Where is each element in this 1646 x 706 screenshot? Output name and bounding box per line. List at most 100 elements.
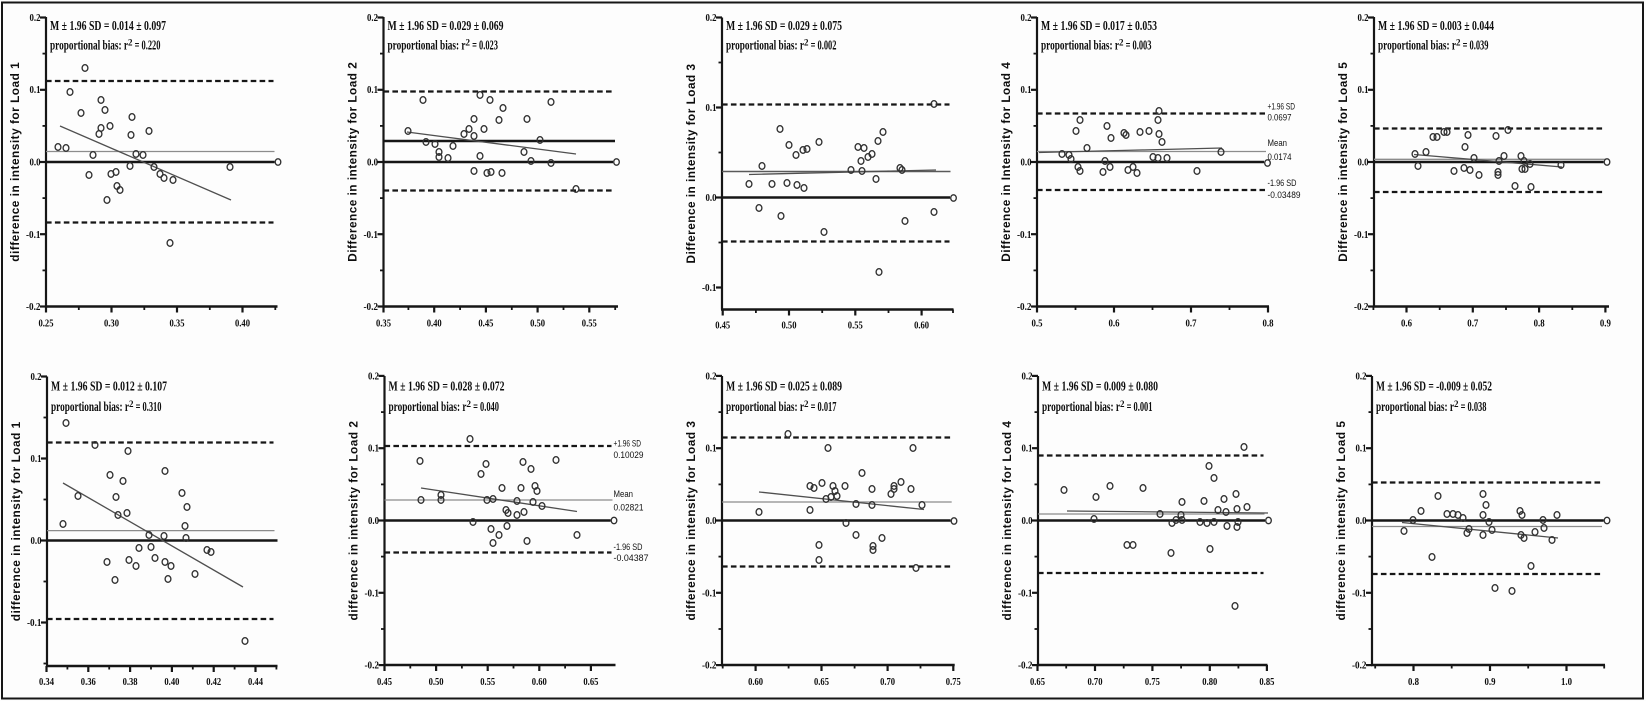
- svg-text:proportional bias: r2 = 0.003: proportional bias: r2 = 0.003: [1041, 38, 1152, 53]
- svg-text:0.75: 0.75: [946, 676, 961, 688]
- svg-text:-0.2: -0.2: [365, 660, 380, 672]
- svg-text:0.75: 0.75: [1145, 676, 1160, 688]
- svg-text:0.36: 0.36: [81, 676, 96, 688]
- svg-text:0.85: 0.85: [1259, 676, 1274, 688]
- svg-text:M ± 1.96 SD = 0.029 ± 0.075: M ± 1.96 SD = 0.029 ± 0.075: [726, 18, 842, 33]
- svg-text:0.50: 0.50: [429, 676, 444, 688]
- svg-text:difference in intensity for Lo: difference in intensity for Load 1: [9, 421, 23, 621]
- svg-text:-0.2: -0.2: [1018, 660, 1033, 672]
- svg-text:0.38: 0.38: [123, 676, 138, 688]
- svg-text:0.2: 0.2: [368, 370, 379, 382]
- svg-text:-0.1: -0.1: [27, 617, 42, 629]
- svg-text:0.60: 0.60: [914, 320, 929, 332]
- svg-text:difference in intensity for Lo: difference in intensity for Load 3: [684, 421, 698, 621]
- svg-text:difference in intensity for Lo: difference in intensity for Load 2: [347, 421, 361, 621]
- svg-text:M ± 1.96 SD = 0.003 ± 0.044: M ± 1.96 SD = 0.003 ± 0.044: [1378, 18, 1494, 33]
- svg-text:1.0: 1.0: [1561, 676, 1572, 688]
- svg-text:0.0: 0.0: [706, 515, 717, 527]
- svg-text:0.5: 0.5: [1032, 318, 1043, 330]
- svg-text:0.7: 0.7: [1186, 318, 1197, 330]
- svg-text:0.42: 0.42: [206, 676, 221, 688]
- svg-text:0.9: 0.9: [1600, 318, 1611, 330]
- svg-text:0.6: 0.6: [1401, 318, 1412, 330]
- svg-text:0.1: 0.1: [31, 453, 42, 465]
- svg-text:Difference in intensity for Lo: Difference in intensity for Load 2: [346, 62, 360, 262]
- svg-text:0.70: 0.70: [880, 676, 895, 688]
- svg-text:-0.1: -0.1: [702, 282, 717, 294]
- svg-text:-0.1: -0.1: [365, 587, 380, 599]
- svg-text:0.0: 0.0: [31, 535, 42, 547]
- svg-text:-1.96 SD: -1.96 SD: [1268, 178, 1297, 188]
- svg-text:0.0174: 0.0174: [1268, 152, 1292, 162]
- svg-text:0.34: 0.34: [39, 676, 54, 688]
- svg-text:0.2: 0.2: [367, 12, 378, 24]
- svg-text:Difference in intensity for Lo: Difference in intensity for Load 3: [684, 64, 698, 264]
- svg-text:0.8: 0.8: [1534, 318, 1545, 330]
- svg-text:0.1: 0.1: [367, 84, 378, 96]
- svg-text:0.0: 0.0: [1356, 515, 1367, 527]
- svg-text:-0.2: -0.2: [702, 660, 717, 672]
- svg-text:0.65: 0.65: [1030, 676, 1045, 688]
- svg-text:-0.1: -0.1: [26, 229, 41, 241]
- svg-text:Mean: Mean: [1268, 138, 1288, 148]
- svg-text:-0.04387: -0.04387: [614, 553, 649, 563]
- svg-text:0.2: 0.2: [31, 371, 42, 383]
- svg-text:proportional bias: r2 = 0.017: proportional bias: r2 = 0.017: [726, 399, 837, 414]
- svg-text:M ± 1.96 SD = 0.029 ± 0.069: M ± 1.96 SD = 0.029 ± 0.069: [388, 18, 504, 33]
- svg-text:-1.96 SD: -1.96 SD: [614, 542, 643, 552]
- svg-text:proportional bias: r2 = 0.039: proportional bias: r2 = 0.039: [1378, 38, 1489, 53]
- svg-text:difference in intensity for Lo: difference in intensity for Load 1: [8, 62, 22, 262]
- svg-text:0.65: 0.65: [814, 676, 829, 688]
- svg-text:0.1: 0.1: [706, 102, 717, 114]
- svg-text:0.45: 0.45: [478, 318, 493, 330]
- svg-text:0.70: 0.70: [1088, 676, 1103, 688]
- svg-text:0.2: 0.2: [706, 12, 717, 24]
- svg-text:M ± 1.96 SD = 0.017 ± 0.053: M ± 1.96 SD = 0.017 ± 0.053: [1041, 18, 1157, 33]
- svg-text:-0.2: -0.2: [1017, 301, 1032, 313]
- svg-text:proportional bias: r2 = 0.001: proportional bias: r2 = 0.001: [1042, 399, 1153, 414]
- svg-text:0.44: 0.44: [248, 676, 263, 688]
- svg-text:0.8: 0.8: [1263, 318, 1274, 330]
- svg-text:0.1: 0.1: [368, 443, 379, 455]
- svg-text:proportional bias: r2 = 0.002: proportional bias: r2 = 0.002: [726, 38, 837, 53]
- svg-text:difference in intensity for Lo: difference in intensity for Load 4: [1000, 421, 1014, 621]
- svg-text:proportional bias: r2 = 0.310: proportional bias: r2 = 0.310: [51, 399, 162, 414]
- svg-text:-0.1: -0.1: [1017, 229, 1032, 241]
- svg-text:0.2: 0.2: [1022, 370, 1033, 382]
- svg-text:M ± 1.96 SD = 0.009 ± 0.080: M ± 1.96 SD = 0.009 ± 0.080: [1042, 379, 1158, 394]
- svg-text:0.2: 0.2: [706, 370, 717, 382]
- svg-text:0.40: 0.40: [164, 676, 179, 688]
- svg-text:0.55: 0.55: [848, 320, 863, 332]
- svg-text:0.80: 0.80: [1202, 676, 1217, 688]
- svg-text:0.35: 0.35: [376, 318, 391, 330]
- svg-text:-0.03489: -0.03489: [1268, 190, 1301, 200]
- svg-text:-0.1: -0.1: [702, 587, 717, 599]
- svg-text:0.60: 0.60: [748, 676, 763, 688]
- svg-text:difference in intensity for Lo: difference in intensity for Load 5: [1334, 421, 1348, 621]
- svg-text:0.1: 0.1: [706, 443, 717, 455]
- svg-text:0.45: 0.45: [715, 320, 730, 332]
- svg-text:0.02821: 0.02821: [614, 503, 644, 513]
- svg-text:0.1: 0.1: [30, 84, 41, 96]
- svg-text:0.1: 0.1: [1356, 443, 1367, 455]
- svg-text:0.55: 0.55: [582, 318, 597, 330]
- svg-text:M ± 1.96 SD = 0.025 ± 0.089: M ± 1.96 SD = 0.025 ± 0.089: [726, 379, 842, 394]
- svg-text:0.2: 0.2: [1356, 370, 1367, 382]
- svg-text:Mean: Mean: [614, 489, 634, 499]
- svg-text:0.0: 0.0: [1021, 157, 1032, 169]
- svg-text:0.0: 0.0: [30, 157, 41, 169]
- svg-text:0.65: 0.65: [583, 676, 598, 688]
- svg-text:Difference in intensity for Lo: Difference in intensity for Load 5: [1336, 62, 1350, 262]
- svg-text:-0.1: -0.1: [364, 229, 379, 241]
- svg-text:-0.2: -0.2: [26, 301, 41, 313]
- svg-text:0.2: 0.2: [1358, 12, 1369, 24]
- svg-text:0.8: 0.8: [1408, 676, 1419, 688]
- svg-text:0.2: 0.2: [30, 12, 41, 24]
- svg-text:0.0: 0.0: [367, 157, 378, 169]
- svg-text:+1.96 SD: +1.96 SD: [1268, 102, 1296, 112]
- svg-text:0.50: 0.50: [530, 318, 545, 330]
- svg-text:-0.1: -0.1: [1018, 587, 1033, 599]
- svg-text:0.55: 0.55: [480, 676, 495, 688]
- svg-text:M ± 1.96 SD = 0.014 ± 0.097: M ± 1.96 SD = 0.014 ± 0.097: [50, 18, 166, 33]
- svg-text:0.0697: 0.0697: [1268, 113, 1292, 123]
